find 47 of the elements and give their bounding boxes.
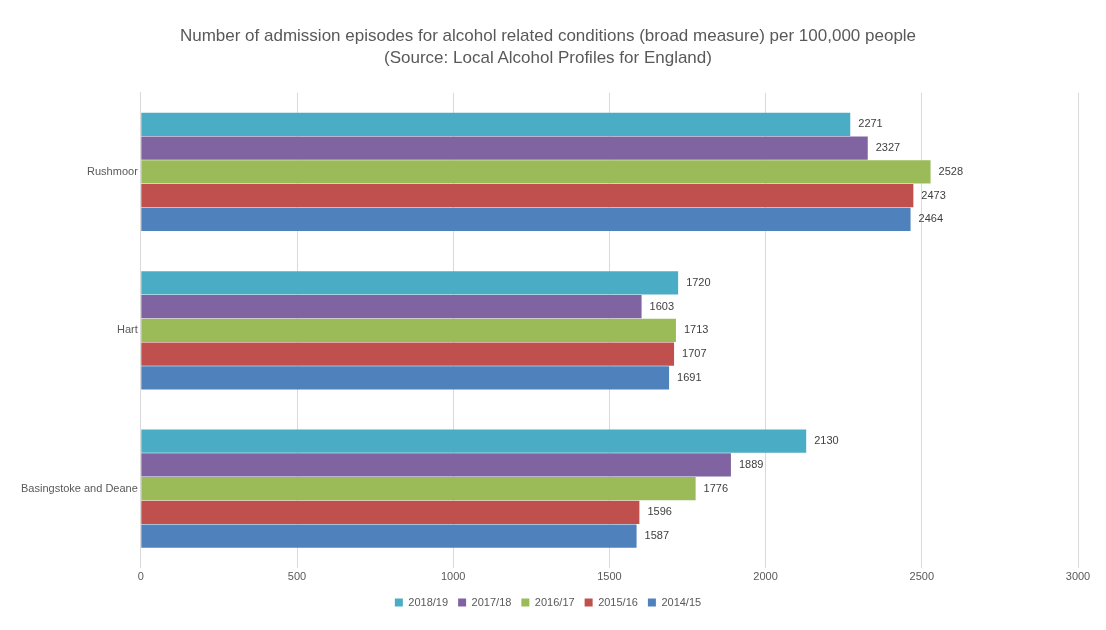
bar [141,160,931,184]
x-tick-label: 2500 [909,570,935,583]
x-tick-label: 0 [137,570,144,583]
legend-label: 2017/18 [471,595,512,608]
data-label: 2473 [921,188,946,201]
bar [141,366,670,390]
bar [141,294,642,319]
data-label: 1603 [649,299,675,312]
chart-title: Number of admission episodes for alcohol related conditions (broad measure) per 100,000 people [179,25,917,45]
data-label: 2327 [875,141,901,154]
x-tick-label: 1500 [597,570,622,583]
bar [141,342,675,366]
data-label: 1707 [682,347,707,360]
data-label: 1889 [738,457,764,470]
bar [141,184,914,208]
bar [141,429,807,453]
data-label: 2130 [814,434,839,447]
bar [141,207,911,232]
bar [141,271,679,295]
x-tick-label: 2000 [753,570,778,583]
data-label: 2271 [858,117,883,130]
y-tick-label: Hart [117,323,138,336]
legend-label: 2016/17 [534,595,575,608]
data-label: 2464 [918,212,944,225]
bar [141,136,868,160]
legend-label: 2014/15 [661,595,702,608]
bar [141,524,637,548]
data-label: 1691 [677,370,702,383]
bar [141,500,640,525]
bar [141,112,851,137]
x-tick-label: 1000 [440,570,466,583]
bar [141,453,731,477]
y-tick-label: Basingstoke and Deane [20,481,138,494]
bar [141,477,696,501]
data-label: 2528 [938,165,964,177]
data-label: 1713 [683,323,709,336]
data-label: 1596 [647,505,672,518]
data-label: 1776 [703,481,729,494]
bar [141,318,676,342]
x-tick-label: 500 [287,570,307,583]
data-label: 1720 [686,275,711,288]
y-tick-label: Rushmoor [87,165,139,177]
chart-subtitle: (Source: Local Alcohol Profiles for England) [384,48,712,68]
x-tick-label: 3000 [1065,570,1091,583]
legend-label: 2015/16 [598,595,638,608]
data-label: 1587 [644,529,670,542]
legend-label: 2018/19 [408,595,449,608]
